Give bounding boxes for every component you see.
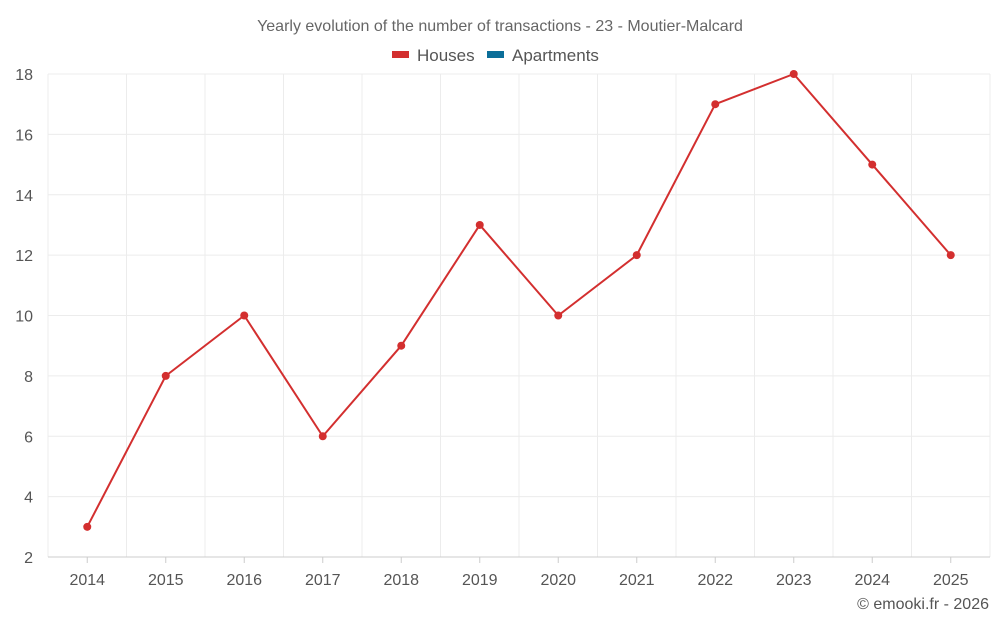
- x-tick-label: 2025: [933, 572, 969, 589]
- data-point-houses[interactable]: [711, 100, 720, 109]
- y-tick-label: 2: [24, 550, 33, 567]
- legend-label-houses: Houses: [417, 46, 475, 65]
- legend-label-apartments: Apartments: [512, 46, 599, 65]
- y-tick-label: 8: [24, 369, 33, 386]
- credit-text: © emooki.fr - 2026: [857, 596, 989, 613]
- x-tick-label: 2021: [619, 572, 655, 589]
- data-point-houses[interactable]: [868, 160, 877, 169]
- y-tick-label: 4: [24, 490, 33, 507]
- grid: [47, 73, 991, 558]
- data-point-houses[interactable]: [632, 251, 641, 260]
- x-tick-label: 2023: [776, 572, 812, 589]
- x-axis: 2014 2015 2016 2017 2018 2019 2020 2021 2022 2023…: [48, 556, 990, 589]
- legend-item-apartments[interactable]: Apartments: [487, 46, 599, 65]
- series-houses: [83, 70, 955, 531]
- data-point-houses[interactable]: [397, 341, 406, 350]
- x-tick-label: 2016: [226, 572, 262, 589]
- data-point-houses[interactable]: [240, 311, 249, 320]
- x-tick-label: 2024: [854, 572, 890, 589]
- x-tick-label: 2014: [69, 572, 105, 589]
- legend-swatch-apartments: [487, 51, 504, 58]
- x-tick-label: 2019: [462, 572, 498, 589]
- y-tick-label: 14: [15, 188, 33, 205]
- y-tick-label: 16: [15, 127, 33, 144]
- y-axis: 2 4 6 8 10 12 14 16 18: [15, 67, 33, 567]
- data-point-houses[interactable]: [83, 522, 92, 531]
- x-tick-label: 2020: [540, 572, 576, 589]
- data-point-houses[interactable]: [161, 371, 170, 380]
- data-point-houses[interactable]: [318, 432, 327, 441]
- series-line-houses: [86, 73, 952, 528]
- y-tick-label: 6: [24, 429, 33, 446]
- x-tick-label: 2022: [697, 572, 733, 589]
- y-tick-label: 10: [15, 309, 33, 326]
- legend-swatch-houses: [392, 51, 409, 58]
- y-tick-label: 12: [15, 248, 33, 265]
- data-point-houses[interactable]: [946, 251, 955, 260]
- x-tick-label: 2018: [383, 572, 419, 589]
- data-point-houses[interactable]: [554, 311, 563, 320]
- legend-item-houses[interactable]: Houses: [392, 46, 475, 65]
- data-point-houses[interactable]: [789, 70, 798, 78]
- x-tick-label: 2017: [305, 572, 341, 589]
- chart-title: Yearly evolution of the number of transa…: [257, 18, 743, 35]
- x-tick-label: 2015: [148, 572, 184, 589]
- legend: Houses Apartments: [392, 46, 599, 65]
- data-point-houses[interactable]: [475, 220, 484, 229]
- y-tick-label: 18: [15, 67, 33, 84]
